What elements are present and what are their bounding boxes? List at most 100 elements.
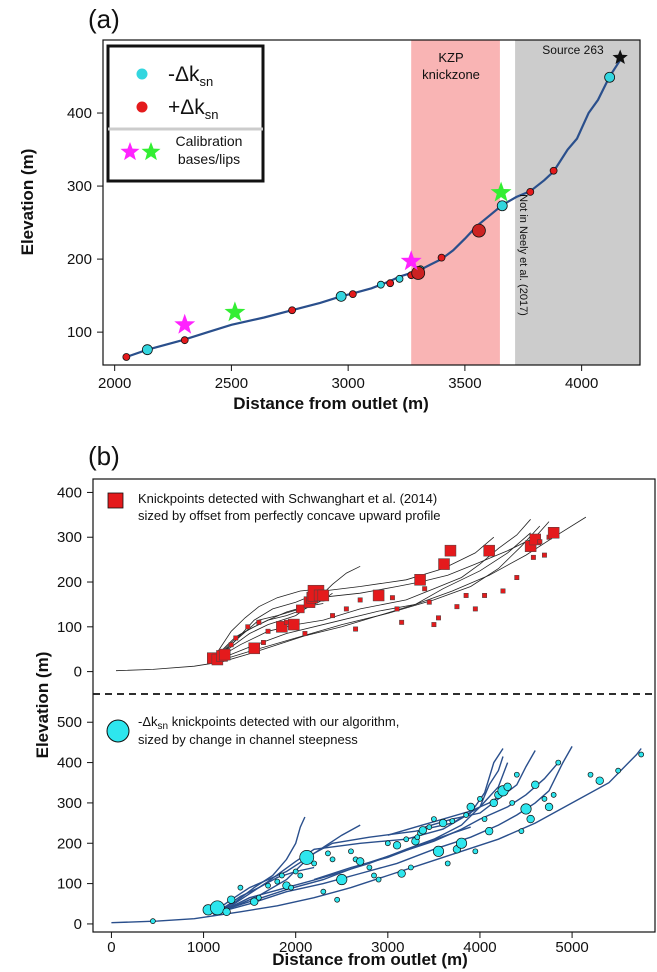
dksn-knickpoint-7	[255, 894, 262, 901]
panel-a-river-profile	[125, 57, 623, 359]
source-label: Source 263	[542, 43, 604, 57]
dksn-knickpoint-37	[426, 824, 433, 830]
panel-a-plot-frame	[102, 39, 641, 366]
legend-calib-line1: Calibration	[176, 133, 243, 149]
schwanghart-knickpoint-41	[500, 588, 506, 594]
dksn-knickpoint-45	[463, 812, 469, 818]
schwanghart-knickpoint-30	[422, 586, 428, 592]
dksn-knickpoint-48	[477, 796, 483, 802]
dksn-knickpoint-44	[455, 837, 468, 849]
dksn-knickpoint-10	[279, 872, 285, 879]
dksn-knickpoint-12	[288, 884, 294, 891]
dksn-knickpoint-54	[503, 782, 512, 791]
dksn-knickpoint-59	[526, 814, 535, 824]
panel-b-x-axis-label: Distance from outlet (m)	[272, 950, 468, 969]
panel-b-y-axis-label: Elevation (m)	[33, 652, 52, 759]
schwanghart-knickpoint-49	[547, 527, 560, 539]
dksn-knickpoint-19	[329, 856, 336, 863]
schwanghart-knickpoint-4	[228, 642, 234, 648]
panel-a-y-tick-label-300: 300	[67, 178, 92, 195]
dksn-knickpoint-31	[403, 836, 410, 843]
schwanghart-knickpoint-29	[414, 574, 426, 586]
panel-a-y-axis-label: Elevation (m)	[18, 149, 37, 256]
schwanghart-knickpoint-14	[296, 604, 305, 614]
legend-neg-label: -Δksn	[168, 63, 213, 89]
dksn-knickpoint-60	[531, 780, 540, 789]
schwanghart-knickpoint-40	[483, 544, 495, 557]
pos-dksn-point-4	[348, 290, 357, 299]
dksn-knickpoint-4	[227, 895, 236, 904]
pos-dksn-point-0	[122, 353, 131, 361]
panel-b-bottom-y-tick-label-400: 400	[57, 755, 82, 772]
legend-pos-marker	[136, 101, 148, 113]
dksn-knickpoint-26	[371, 872, 377, 879]
legend-box	[106, 44, 265, 183]
neg-dksn-point-3	[376, 280, 385, 289]
panel-b-bottom-y-tick-label-100: 100	[57, 876, 82, 893]
pos-dksn-point-11	[549, 166, 558, 175]
top-profile-0	[115, 516, 587, 672]
dksn-knickpoint-9	[274, 878, 281, 885]
panel-b: (b) 0 1000 2000 3000 4000 5000010020030040001…	[33, 441, 656, 969]
panel-a-legend: -Δksn +Δksn Calibration bases/lips	[106, 44, 265, 183]
legend-magenta-star	[120, 142, 140, 161]
schwanghart-knickpoint-33	[436, 615, 441, 621]
panel-b-bottom-y-tick-label-300: 300	[57, 795, 82, 812]
legend-top-line2: sized by offset from perfectly concave u…	[138, 508, 441, 523]
legend-top-line1: Knickpoints detected with Schwanghart et…	[138, 491, 437, 506]
legend-circle-marker	[106, 719, 130, 743]
dksn-knickpoint-66	[595, 776, 604, 785]
schwanghart-knickpoint-32	[431, 622, 437, 628]
schwanghart-knickpoint-38	[472, 606, 478, 612]
panel-b-plot-frame	[92, 478, 656, 933]
dksn-knickpoint-2	[210, 900, 225, 916]
panel-b-top-legend: Knickpoints detected with Schwanghart et…	[107, 491, 441, 523]
dksn-knickpoint-41	[444, 860, 451, 867]
schwanghart-knickpoint-20	[317, 589, 330, 602]
bottom-profile-1	[212, 746, 573, 915]
panel-b-bottom-y-tick-label-200: 200	[57, 835, 82, 852]
dksn-knickpoint-18	[325, 850, 331, 857]
panel-a-x-tick-label-4000: 4000	[565, 375, 598, 392]
kzp-label-line1: KZP	[438, 50, 463, 65]
dksn-knickpoint-21	[336, 874, 348, 886]
calibration-star-black-4	[612, 49, 628, 64]
schwanghart-knickpoint-35	[444, 544, 457, 557]
pos-dksn-point-3	[288, 306, 297, 315]
dksn-knickpoint-65	[587, 771, 594, 778]
dksn-knickpoint-0	[150, 918, 156, 924]
dksn-knickpoint-47	[472, 848, 479, 855]
dksn-knickpoint-46	[466, 802, 475, 812]
calibration-star-green-1	[224, 301, 246, 322]
panel-b-x-tick-label-5000: 5000	[555, 939, 588, 956]
pos-dksn-point-1	[180, 336, 189, 345]
panel-b-bottom-y-tick-label-500: 500	[57, 714, 82, 731]
dksn-knickpoint-27	[375, 876, 382, 883]
bottom-profile-6	[212, 824, 361, 914]
neg-dksn-point-2	[335, 290, 347, 302]
panel-a-x-tick-label-2000: 2000	[98, 375, 131, 392]
legend-square-marker	[107, 492, 124, 509]
panel-a-y-tick-label-100: 100	[67, 324, 92, 341]
dksn-knickpoint-38	[431, 816, 437, 822]
dksn-knickpoint-67	[615, 767, 621, 774]
top-profile-7	[217, 565, 361, 657]
panel-b-x-tick-label-1000: 1000	[187, 939, 220, 956]
legend-bottom-line2: sized by change in channel steepness	[138, 732, 358, 747]
schwanghart-knickpoint-28	[399, 619, 405, 625]
legend-neg-marker	[136, 68, 148, 80]
panel-b-bottom-y-tick-label-0: 0	[74, 916, 82, 933]
schwanghart-knickpoint-31	[426, 599, 432, 605]
schwanghart-knickpoint-7	[248, 642, 260, 655]
kzp-label-line2: knickzone	[422, 67, 480, 82]
pos-dksn-point-9	[471, 223, 486, 238]
dksn-knickpoint-15	[299, 850, 315, 865]
dksn-knickpoint-20	[334, 896, 340, 903]
bottom-profile-7	[217, 816, 306, 913]
bottom-profile-3	[212, 756, 504, 917]
panel-b-top-y-tick-label-400: 400	[57, 484, 82, 501]
bottom-profile-9	[424, 750, 536, 828]
dksn-knickpoint-29	[392, 841, 402, 850]
dksn-knickpoint-17	[320, 888, 327, 895]
